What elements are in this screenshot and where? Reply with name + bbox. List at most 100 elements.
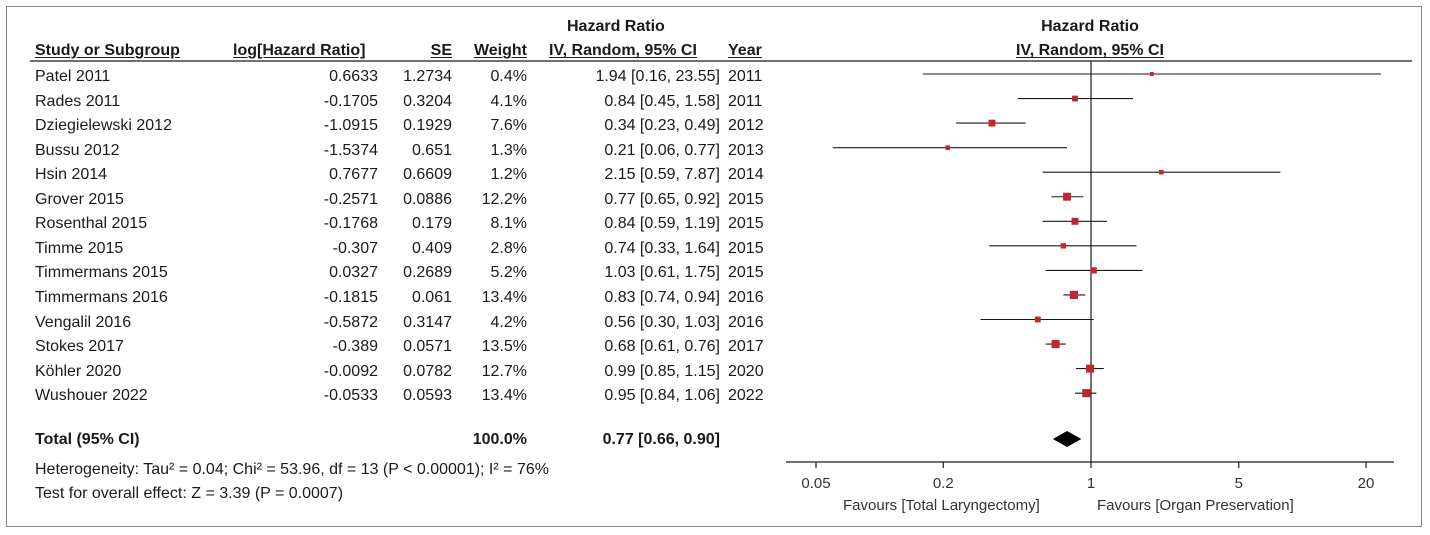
se-value: 0.0886	[403, 190, 452, 208]
year-value: 2011	[728, 68, 763, 85]
effect-marker	[1071, 217, 1079, 225]
log-hr-value: 0.7677	[329, 166, 378, 184]
favours-left-label: Favours [Total Laryngectomy]	[843, 497, 1040, 514]
effect-marker	[1034, 316, 1041, 323]
weight-value: 12.2%	[481, 190, 527, 208]
effect-marker	[1082, 389, 1091, 398]
effect-marker	[1086, 364, 1095, 373]
log-hr-value: -0.2571	[323, 190, 378, 208]
table-hazard-ratio-super-header: Hazard Ratio	[567, 18, 665, 35]
ci-value: 0.95 [0.84, 1.06]	[604, 387, 720, 405]
se-value: 0.061	[411, 288, 452, 306]
weight-value: 13.5%	[481, 338, 527, 356]
weight-value: 1.2%	[490, 166, 527, 184]
weight-value: 13.4%	[481, 288, 527, 306]
ci-value: 0.99 [0.85, 1.15]	[604, 362, 720, 380]
log-hr-value: -0.1705	[323, 92, 378, 110]
effect-marker	[1090, 267, 1097, 274]
ci-value: 0.34 [0.23, 0.49]	[604, 117, 720, 135]
effect-marker	[988, 119, 996, 127]
total-ci: 0.77 [0.66, 0.90]	[602, 431, 720, 448]
se-value: 0.3204	[403, 92, 452, 110]
year-value: 2016	[728, 313, 764, 331]
heterogeneity-text: Heterogeneity: Tau² = 0.04; Chi² = 53.96…	[35, 461, 549, 478]
log-hr-value: -0.0092	[323, 362, 378, 380]
log-hr-value: -0.1768	[323, 215, 378, 233]
log-hr-value: -0.1815	[323, 288, 378, 306]
col-header-study: Study or Subgroup	[35, 42, 180, 59]
year-value: 2015	[728, 190, 764, 208]
total-weight: 100.0%	[472, 431, 527, 448]
log-hr-value: -0.389	[332, 338, 378, 356]
effect-marker	[1060, 243, 1067, 249]
se-value: 0.2689	[403, 264, 452, 282]
favours-right-label: Favours [Organ Preservation]	[1097, 497, 1294, 514]
year-value: 2011	[728, 92, 763, 110]
year-value: 2014	[728, 166, 764, 184]
study-name: Timme 2015	[35, 239, 124, 257]
effect-marker	[1051, 339, 1060, 349]
log-hr-value: -0.5872	[323, 313, 378, 331]
effect-marker	[1063, 192, 1071, 201]
study-name: Hsin 2014	[35, 166, 108, 184]
year-value: 2016	[728, 288, 764, 306]
se-value: 0.6609	[403, 166, 452, 184]
overall-effect-text: Test for overall effect: Z = 3.39 (P = 0…	[35, 485, 344, 502]
weight-value: 13.4%	[481, 387, 527, 405]
study-name: Dziegielewski 2012	[35, 117, 172, 135]
effect-marker	[1149, 72, 1154, 76]
year-value: 2012	[728, 117, 764, 135]
col-header-weight: Weight	[473, 42, 527, 59]
weight-value: 0.4%	[490, 68, 527, 85]
weight-value: 8.1%	[490, 215, 527, 233]
study-name: Köhler 2020	[35, 362, 122, 380]
ci-value: 2.15 [0.59, 7.87]	[604, 166, 720, 184]
weight-value: 2.8%	[490, 239, 527, 257]
se-value: 0.409	[411, 239, 452, 257]
ci-value: 0.68 [0.61, 0.76]	[604, 338, 720, 356]
x-tick-label: 1	[1087, 475, 1095, 492]
log-hr-value: -1.0915	[323, 117, 378, 135]
se-value: 0.3147	[403, 313, 452, 331]
study-name: Rades 2011	[35, 92, 121, 110]
col-header-year: Year	[728, 42, 762, 59]
col-header-ci: IV, Random, 95% CI	[549, 42, 697, 59]
ci-value: 0.84 [0.59, 1.19]	[604, 215, 720, 233]
ci-value: 0.56 [0.30, 1.03]	[604, 313, 720, 331]
year-value: 2015	[728, 239, 764, 257]
plot-subtitle: IV, Random, 95% CI	[1016, 42, 1164, 59]
col-header-se: SE	[430, 42, 452, 59]
study-name: Patel 2011	[35, 68, 111, 85]
x-tick-label: 0.05	[801, 475, 830, 492]
log-hr-value: 0.0327	[329, 264, 378, 282]
se-value: 0.0782	[403, 362, 452, 380]
year-value: 2020	[728, 362, 764, 380]
study-name: Wushouer 2022	[35, 387, 148, 405]
total-label: Total (95% CI)	[35, 431, 140, 448]
ci-value: 0.74 [0.33, 1.64]	[604, 239, 720, 257]
pooled-diamond	[1052, 431, 1082, 447]
ci-value: 0.21 [0.06, 0.77]	[604, 141, 720, 159]
col-header-log-hr: log[Hazard Ratio]	[233, 42, 366, 59]
weight-value: 7.6%	[490, 117, 527, 135]
se-value: 0.1929	[403, 117, 452, 135]
year-value: 2017	[728, 338, 764, 356]
se-value: 0.179	[411, 215, 452, 233]
year-value: 2013	[728, 141, 764, 159]
log-hr-value: -0.0533	[323, 387, 378, 405]
effect-marker	[945, 145, 951, 150]
ci-value: 0.77 [0.65, 0.92]	[604, 190, 720, 208]
year-value: 2022	[728, 387, 764, 405]
weight-value: 12.7%	[481, 362, 527, 380]
log-hr-value: -1.5374	[323, 141, 378, 159]
x-tick-label: 5	[1235, 475, 1243, 492]
log-hr-value: 0.6633	[329, 68, 378, 85]
study-name: Rosenthal 2015	[35, 215, 148, 233]
weight-value: 4.2%	[490, 313, 527, 331]
weight-value: 5.2%	[490, 264, 527, 282]
study-name: Timmermans 2015	[35, 264, 168, 282]
se-value: 0.651	[411, 141, 452, 159]
effect-marker	[1069, 290, 1078, 300]
